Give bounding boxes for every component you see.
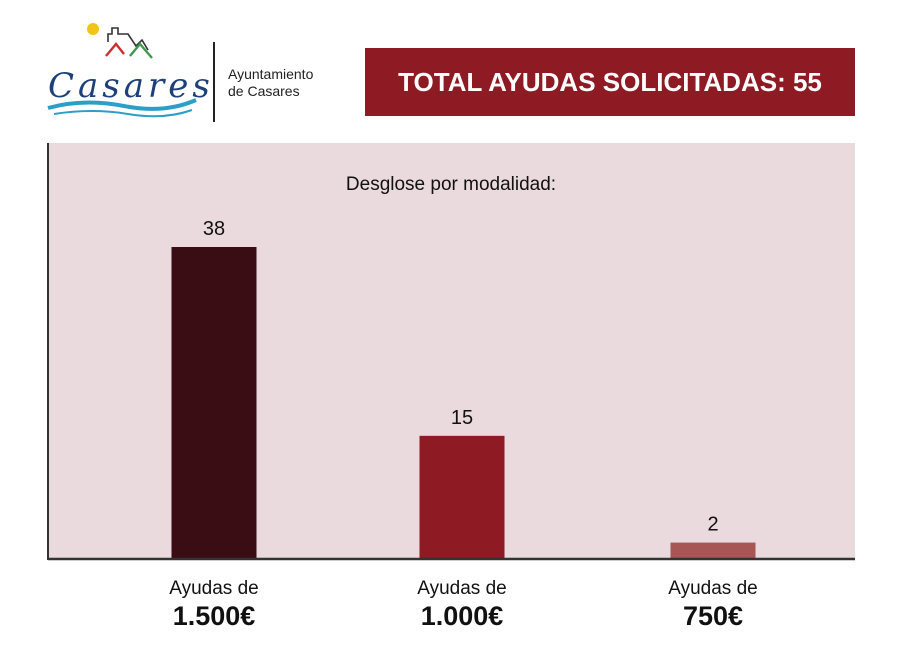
category-label-1: Ayudas de 1.500€ <box>104 578 324 632</box>
category-label-2: Ayudas de 1.000€ <box>352 578 572 632</box>
data-label-3: 2 <box>707 514 718 536</box>
category-label-3: Ayudas de 750€ <box>603 578 823 632</box>
category-3-amount: 750€ <box>682 601 744 631</box>
bar-3 <box>670 542 756 559</box>
bar-2 <box>419 435 505 559</box>
total-requests-banner: TOTAL AYUDAS SOLICITADAS: 55 <box>365 48 855 116</box>
category-2-amount: 1.000€ <box>420 601 504 631</box>
category-1-line1: Ayudas de <box>169 578 259 599</box>
organization-name: Ayuntamiento de Casares <box>228 66 313 100</box>
org-line-2: de Casares <box>228 83 300 99</box>
category-3-line1: Ayudas de <box>668 578 758 599</box>
castle-sun-icon <box>47 23 197 118</box>
chart-title: Desglose por modalidad: <box>346 174 556 195</box>
category-1-amount: 1.500€ <box>172 601 256 631</box>
category-2-line1: Ayudas de <box>417 578 507 599</box>
data-label-1: 38 <box>203 218 225 240</box>
logo-wordmark: Casares <box>48 66 214 106</box>
casares-logo: Casares <box>44 22 210 122</box>
data-label-2: 15 <box>451 407 473 429</box>
org-line-1: Ayuntamiento <box>228 66 314 82</box>
bar-1 <box>171 247 257 559</box>
header-divider <box>213 42 215 122</box>
